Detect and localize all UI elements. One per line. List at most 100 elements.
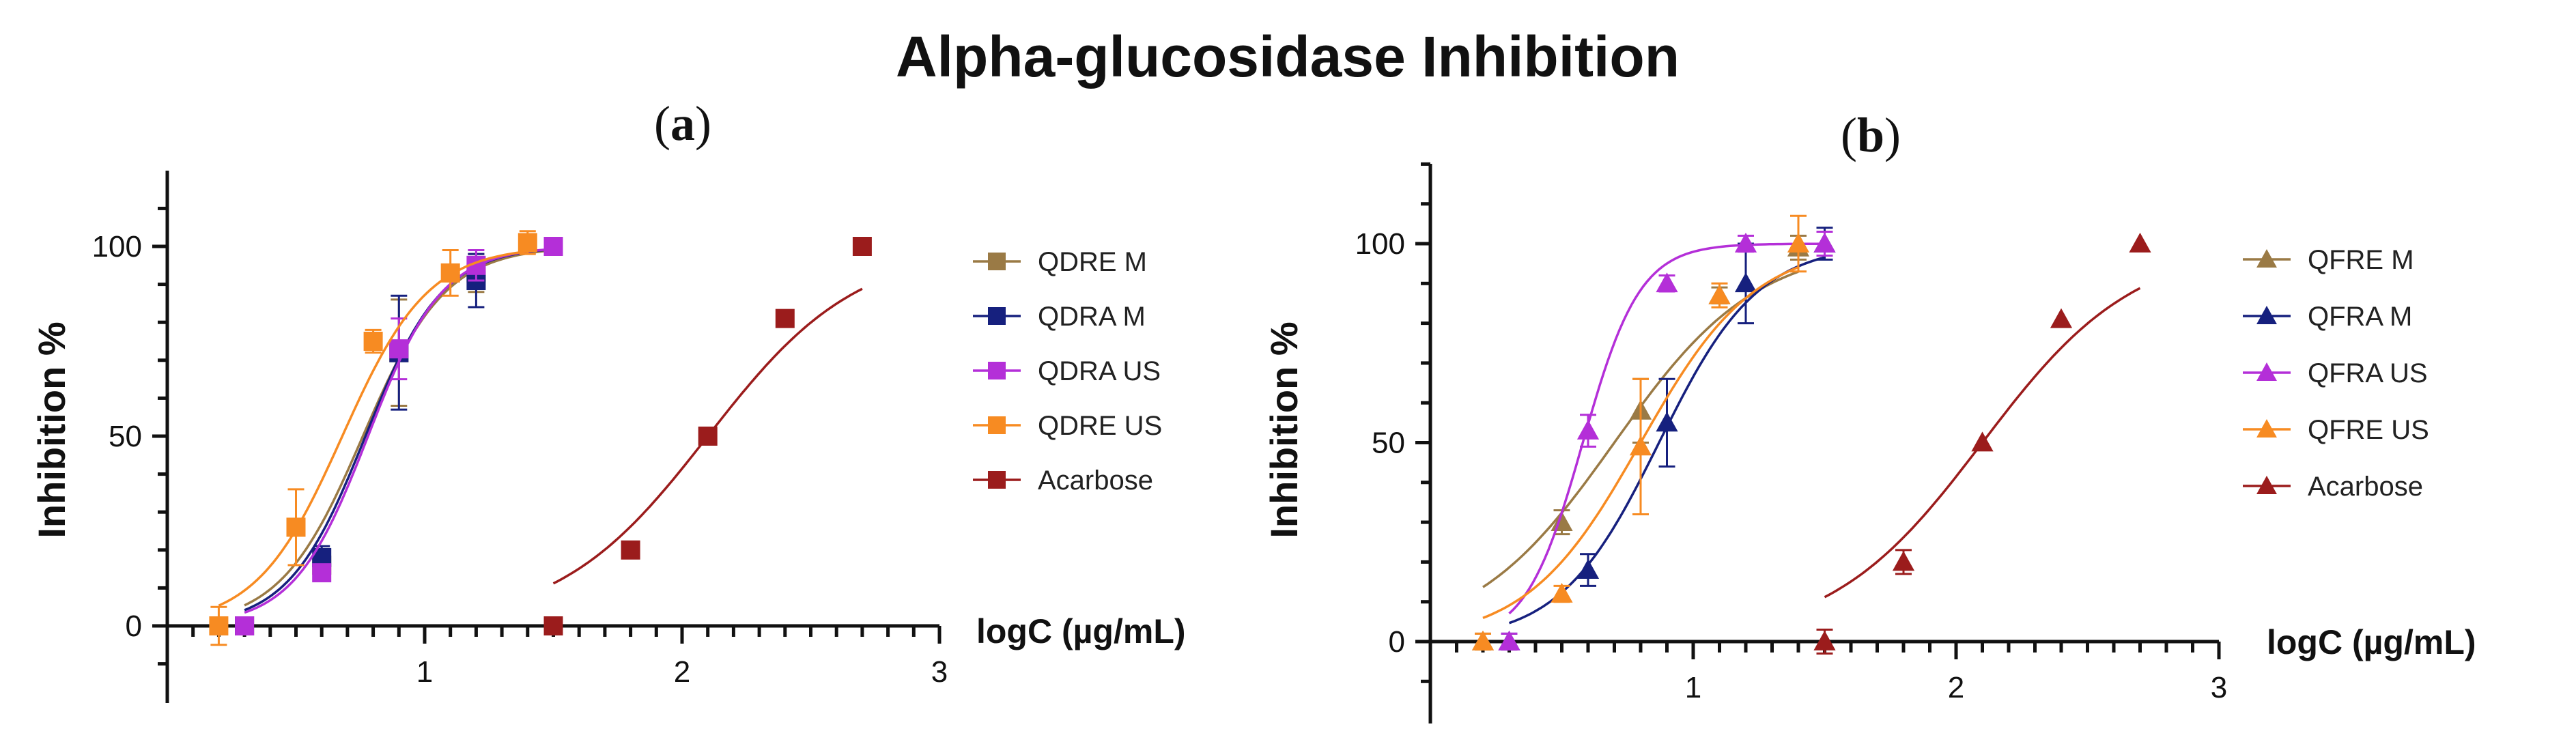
x-axis-label: logC (µg/mL) xyxy=(976,612,1186,650)
x-tick-label: 2 xyxy=(1948,671,1964,704)
data-point xyxy=(988,362,1006,379)
figure-title: Alpha-glucosidase Inhibition xyxy=(896,25,1680,89)
data-point xyxy=(1576,419,1600,440)
panel-label-letter: a xyxy=(670,96,695,151)
data-point xyxy=(1813,630,1836,650)
series-qfre-us xyxy=(1471,214,1810,651)
data-point xyxy=(621,540,640,560)
data-point xyxy=(775,309,795,328)
legend-label: Acarbose xyxy=(2308,472,2423,502)
panel-label: (b) xyxy=(1841,108,1901,162)
data-point xyxy=(543,237,563,256)
legend-label: QFRA US xyxy=(2308,358,2428,388)
legend-item: QFRA US xyxy=(2243,358,2428,388)
x-axis-label: logC (µg/mL) xyxy=(2267,623,2476,661)
data-point xyxy=(1971,431,1994,452)
y-axis-label: Inhibition % xyxy=(1262,321,1305,538)
data-point xyxy=(2256,476,2277,494)
data-point xyxy=(1734,232,1757,253)
data-point xyxy=(543,616,563,635)
y-tick-label: 0 xyxy=(1389,625,1405,659)
chart-panel-a: (a) 0 50 100 1 2 3 Inhibition % logC (µg/mL) QDRE… xyxy=(30,96,1186,703)
y-tick-label: 50 xyxy=(109,420,142,453)
data-point xyxy=(988,471,1006,489)
x-tick-label: 2 xyxy=(674,655,690,689)
legend-label: QDRE M xyxy=(1038,247,1147,277)
legend-item: QDRA M xyxy=(973,302,1146,332)
legend-label: QDRA M xyxy=(1038,302,1146,332)
data-point xyxy=(440,263,460,283)
panel-label-open: ( xyxy=(654,96,670,151)
data-point xyxy=(1576,558,1600,579)
y-tick-label: 50 xyxy=(1372,427,1405,460)
legend-item: Acarbose xyxy=(973,465,1153,496)
data-point xyxy=(209,616,229,635)
panel-label-open: ( xyxy=(1841,108,1857,162)
y-axis-label: Inhibition % xyxy=(30,321,73,538)
data-point xyxy=(1787,232,1810,253)
data-point xyxy=(2256,306,2277,324)
series-qfra-us xyxy=(1498,231,1836,651)
x-tick-label: 1 xyxy=(1685,671,1701,704)
legend-label: QFRE M xyxy=(2308,245,2414,275)
legend-item: QDRE US xyxy=(973,411,1162,441)
x-tick-label: 3 xyxy=(931,655,948,689)
x-tick-label: 3 xyxy=(2211,671,2227,704)
series-qdra-us xyxy=(235,237,563,635)
fit-curve xyxy=(1508,242,1825,615)
series-acarbose xyxy=(1813,232,2151,655)
data-point xyxy=(2256,362,2277,381)
y-tick-label: 100 xyxy=(92,230,142,263)
panel-label: (a) xyxy=(654,96,711,151)
data-point xyxy=(518,233,537,253)
legend: QDRE M QDRA M QDRA US QDRE US Acarbose xyxy=(973,247,1162,496)
data-point xyxy=(698,427,718,446)
data-point xyxy=(852,237,872,256)
data-point xyxy=(1498,630,1520,650)
legend-label: QDRA US xyxy=(1038,356,1161,386)
data-point xyxy=(1813,232,1836,253)
legend-item: QDRA US xyxy=(973,356,1161,386)
data-point xyxy=(2256,419,2277,438)
legend-item: QFRE US xyxy=(2243,415,2429,445)
data-point xyxy=(988,253,1006,270)
data-point xyxy=(1734,272,1757,293)
y-tick-label: 100 xyxy=(1355,227,1405,261)
legend: QFRE M QFRA M QFRA US QFRE US Acarbose xyxy=(2243,245,2429,502)
data-point xyxy=(2050,308,2073,328)
series-acarbose xyxy=(543,237,872,635)
legend-label: QFRA M xyxy=(2308,302,2412,332)
data-point xyxy=(988,307,1006,325)
data-point xyxy=(1629,435,1652,456)
data-point xyxy=(2129,232,2151,253)
data-point xyxy=(988,416,1006,434)
data-point xyxy=(1551,582,1573,603)
data-point xyxy=(312,563,332,583)
data-point xyxy=(235,616,255,635)
legend-label: QDRE US xyxy=(1038,411,1162,441)
panel-label-close: ) xyxy=(695,96,711,151)
legend-label: QFRE US xyxy=(2308,415,2429,445)
panel-label-close: ) xyxy=(1884,108,1901,162)
data-point xyxy=(1471,630,1495,650)
legend-item: Acarbose xyxy=(2243,472,2423,502)
fit-curve xyxy=(218,250,528,607)
data-point xyxy=(363,332,383,351)
series-qdre-us xyxy=(209,230,537,646)
data-point xyxy=(1656,412,1678,432)
x-tick-label: 1 xyxy=(416,655,433,689)
panel-label-letter: b xyxy=(1857,108,1884,162)
data-point xyxy=(389,339,409,359)
data-point xyxy=(1656,272,1678,293)
data-point xyxy=(286,517,306,537)
data-point xyxy=(1892,551,1915,571)
legend-item: QFRA M xyxy=(2243,302,2412,332)
chart-panel-b: (b) 0 50 100 1 2 3 Inhibition % logC (µg/mL) QFRE… xyxy=(1262,108,2476,723)
legend-item: QFRE M xyxy=(2243,245,2414,275)
legend-item: QDRE M xyxy=(973,247,1147,277)
data-point xyxy=(2256,249,2277,268)
data-point xyxy=(1708,284,1731,304)
y-tick-label: 0 xyxy=(126,610,142,643)
legend-label: Acarbose xyxy=(1038,465,1153,496)
